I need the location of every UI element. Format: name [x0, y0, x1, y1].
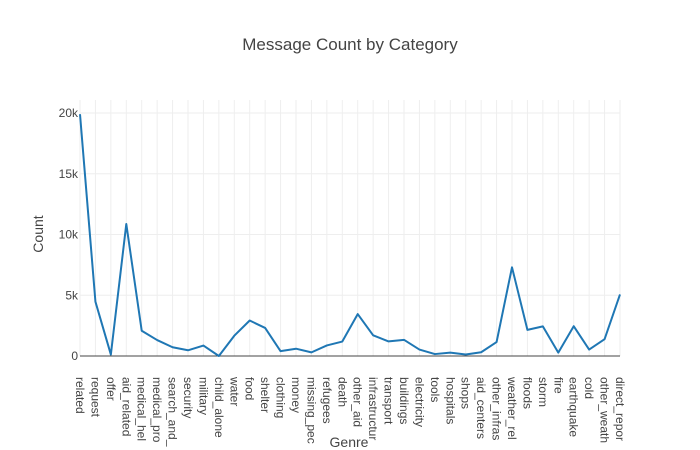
data-point	[92, 299, 98, 305]
x-tick-label: weather_rel	[505, 376, 519, 440]
x-axis-title: Genre	[330, 434, 369, 450]
x-tick-label: death	[335, 377, 349, 407]
data-point	[524, 327, 530, 333]
data-point	[324, 342, 330, 348]
data-point	[108, 352, 114, 358]
data-point	[123, 221, 129, 227]
x-tick-label: food	[243, 377, 257, 400]
x-tick-label: medical_hel	[135, 377, 149, 441]
data-point	[216, 353, 222, 359]
data-point	[355, 311, 361, 317]
x-tick-label: aid_related	[119, 377, 133, 436]
x-tick-label: other_weath	[598, 377, 612, 443]
x-tick-label: aid_centers	[474, 377, 488, 439]
data-point	[494, 339, 500, 345]
data-point	[617, 291, 623, 297]
data-point	[339, 339, 345, 345]
y-tick-label: 10k	[59, 228, 79, 242]
data-point	[463, 352, 469, 358]
y-axis-title: Count	[30, 215, 46, 252]
data-point	[509, 264, 515, 270]
data-point	[262, 325, 268, 331]
y-tick-label: 5k	[65, 288, 79, 302]
series-layer	[77, 111, 623, 359]
x-tick-label: money	[289, 377, 303, 413]
data-point	[447, 350, 453, 356]
x-tick-label: floods	[520, 377, 534, 409]
data-point	[478, 349, 484, 355]
x-tick-label: security	[181, 377, 195, 418]
data-point	[416, 347, 422, 353]
x-tick-label: missing_pec	[304, 377, 318, 444]
data-point	[401, 337, 407, 343]
x-tick-label: transport	[382, 377, 396, 425]
x-tick-label: offer	[104, 377, 118, 401]
data-point	[200, 343, 206, 349]
data-point	[154, 337, 160, 343]
x-tick-label: search_and_	[166, 377, 180, 447]
data-point	[308, 349, 314, 355]
y-axis-ticks: 0 5k 10k 15k 20k	[59, 106, 79, 363]
x-tick-label: fire	[551, 377, 565, 394]
data-point	[370, 332, 376, 338]
gridlines	[79, 100, 621, 357]
x-tick-label: infrastructur	[366, 377, 380, 440]
x-tick-label: medical_pro	[150, 377, 164, 443]
data-point	[139, 328, 145, 334]
data-point	[231, 333, 237, 339]
data-point	[540, 323, 546, 329]
y-tick-label: 15k	[59, 167, 79, 181]
x-tick-label: request	[88, 377, 102, 418]
data-point	[77, 111, 83, 117]
x-tick-label: shelter	[258, 377, 272, 413]
data-point	[555, 350, 561, 356]
x-tick-label: other_infras	[490, 377, 504, 440]
chart-title: Message Count by Category	[242, 35, 458, 54]
x-tick-label: electricity	[412, 377, 426, 427]
x-tick-label: earthquake	[567, 377, 581, 437]
data-point	[586, 347, 592, 353]
y-tick-label: 0	[71, 349, 78, 363]
data-point	[386, 338, 392, 344]
data-point	[247, 318, 253, 324]
x-tick-label: military	[196, 377, 210, 415]
x-tick-label: direct_repor	[613, 377, 627, 441]
data-point	[432, 351, 438, 357]
x-tick-label: related	[73, 377, 87, 414]
data-point	[170, 344, 176, 350]
x-tick-label: refugees	[320, 377, 334, 424]
x-axis-ticks: related request offer aid_related medical_he…	[73, 376, 627, 447]
x-tick-label: water	[227, 376, 241, 406]
x-tick-label: cold	[582, 377, 596, 399]
y-tick-label: 20k	[59, 106, 79, 120]
data-point	[571, 323, 577, 329]
x-tick-label: hospitals	[443, 377, 457, 424]
x-tick-label: clothing	[274, 377, 288, 418]
data-point	[185, 347, 191, 353]
data-point	[278, 348, 284, 354]
x-tick-label: other_aid	[351, 377, 365, 427]
x-tick-label: buildings	[397, 377, 411, 424]
x-tick-label: tools	[428, 377, 442, 402]
x-tick-label: storm	[536, 377, 550, 407]
x-tick-label: shops	[459, 377, 473, 409]
data-point	[293, 346, 299, 352]
x-tick-label: child_alone	[212, 377, 226, 438]
series-line	[79, 114, 621, 357]
data-point	[602, 336, 608, 342]
